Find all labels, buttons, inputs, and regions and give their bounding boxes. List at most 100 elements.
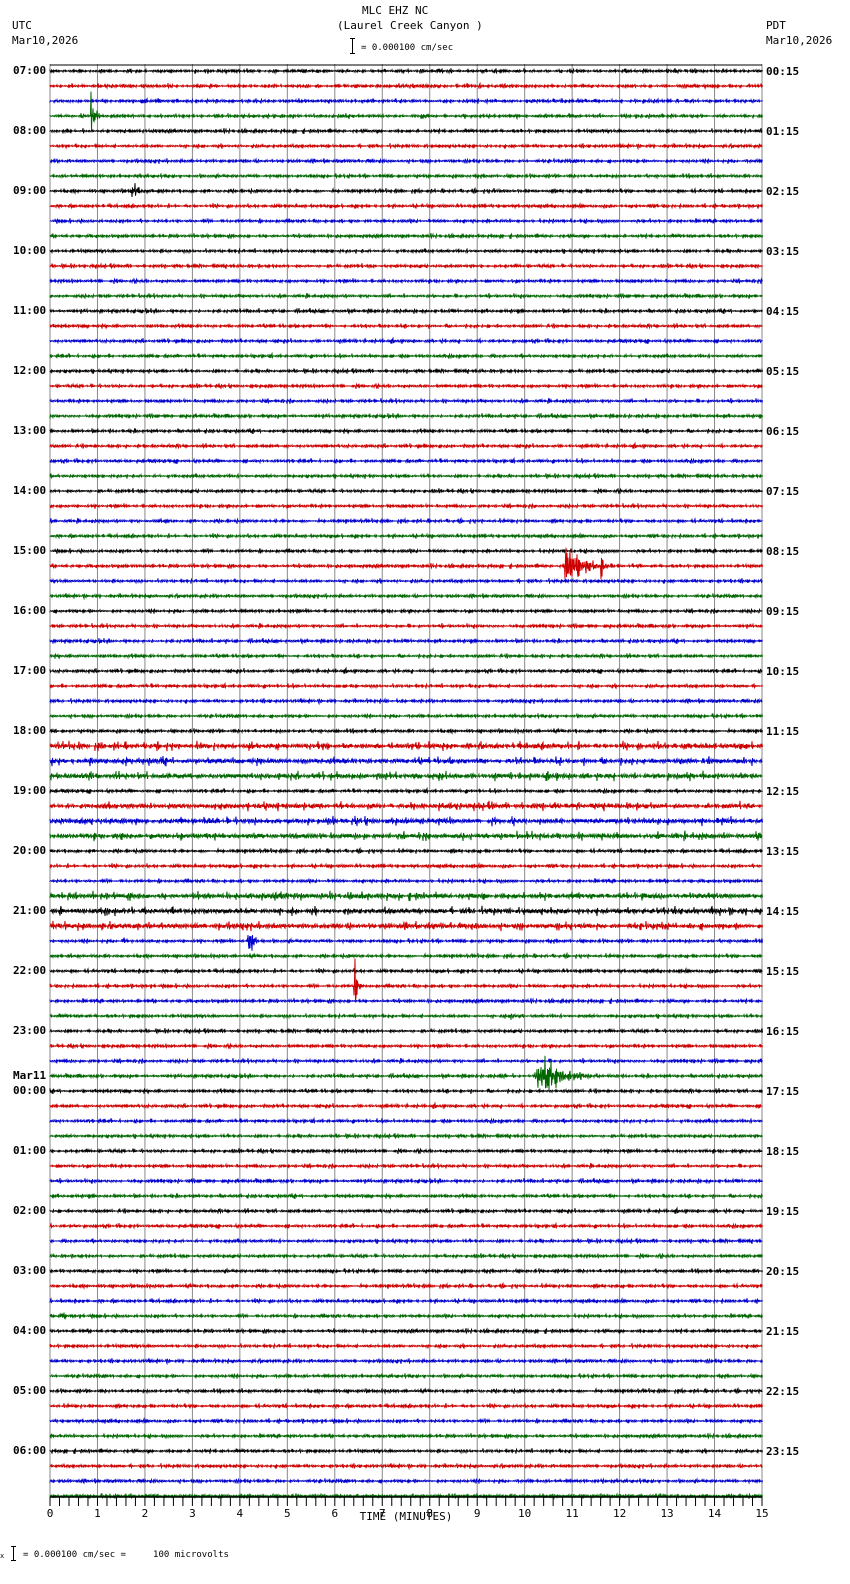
seismic-trace <box>49 997 763 1005</box>
utc-hour-label: 09:00 <box>13 184 47 197</box>
utc-hour-label: 19:00 <box>13 784 47 797</box>
seismic-trace <box>49 770 763 782</box>
seismic-trace <box>49 1087 763 1095</box>
utc-hour-label: 11:00 <box>13 304 47 317</box>
x-tick-label: 3 <box>189 1507 196 1520</box>
seismic-trace <box>49 786 763 795</box>
seismic-trace <box>49 846 763 855</box>
seismic-trace <box>49 336 763 345</box>
seismic-trace <box>49 292 763 300</box>
seismic-trace <box>49 1042 763 1050</box>
seismic-trace <box>49 1177 763 1185</box>
seismic-trace <box>49 472 763 480</box>
seismic-trace <box>49 592 763 601</box>
utc-hour-label: 00:00 <box>13 1084 47 1097</box>
pdt-hour-label: 06:15 <box>766 425 800 438</box>
left-date: Mar10,2026 <box>12 34 79 47</box>
seismic-trace <box>49 1116 763 1125</box>
seismic-trace <box>49 815 763 827</box>
pdt-hour-label: 05:15 <box>766 365 800 378</box>
seismic-trace <box>49 800 763 812</box>
x-tick-label: 15 <box>755 1507 768 1520</box>
seismic-trace <box>49 91 763 131</box>
seismic-trace <box>49 1402 763 1410</box>
x-tick-label: 13 <box>660 1507 673 1520</box>
x-tick-label: 9 <box>474 1507 481 1520</box>
footer-prefix: x <box>0 1552 5 1560</box>
seismic-trace <box>49 262 763 270</box>
seismic-trace <box>49 277 763 285</box>
seismic-trace <box>49 397 763 405</box>
seismic-trace <box>49 1132 763 1140</box>
pdt-hour-label: 00:15 <box>766 65 800 78</box>
pdt-hour-label: 11:15 <box>766 725 800 738</box>
scale-bar-icon <box>350 38 355 54</box>
seismic-trace <box>49 67 763 75</box>
seismic-trace <box>49 712 763 720</box>
seismic-trace <box>49 1162 763 1170</box>
seismic-trace <box>49 142 763 151</box>
utc-hour-label: 07:00 <box>13 64 47 77</box>
pdt-hour-label: 10:15 <box>766 665 800 678</box>
utc-hour-label: 15:00 <box>13 544 47 557</box>
seismic-trace <box>49 1027 763 1035</box>
utc-hour-label: 08:00 <box>13 124 47 137</box>
utc-hour-label: 18:00 <box>13 724 47 737</box>
seismic-trace <box>49 1312 763 1320</box>
seismic-trace <box>49 934 763 951</box>
seismic-trace <box>49 958 763 1003</box>
seismic-trace <box>50 157 763 165</box>
right-timezone: PDT <box>766 19 786 32</box>
seismic-trace <box>49 727 763 735</box>
seismic-trace <box>49 681 763 690</box>
pdt-hour-label: 19:15 <box>766 1205 800 1218</box>
seismic-trace <box>49 1221 763 1230</box>
pdt-hour-label: 07:15 <box>766 485 800 498</box>
seismic-trace <box>49 637 763 645</box>
utc-hour-label: 17:00 <box>13 664 47 677</box>
seismic-trace <box>49 1267 763 1275</box>
utc-date-label: Mar11 <box>13 1069 47 1082</box>
seismic-trace <box>49 247 763 255</box>
seismic-trace <box>49 1386 763 1395</box>
seismic-trace <box>49 861 763 870</box>
pdt-hour-label: 16:15 <box>766 1025 800 1038</box>
seismic-trace <box>49 456 763 465</box>
seismic-trace <box>49 1372 763 1380</box>
seismic-trace <box>49 1296 763 1305</box>
seismic-trace <box>49 201 763 210</box>
utc-hour-label: 14:00 <box>13 484 47 497</box>
seismic-trace <box>49 1447 763 1455</box>
utc-hour-label: 02:00 <box>13 1204 47 1217</box>
pdt-hour-label: 21:15 <box>766 1325 800 1338</box>
seismic-trace <box>50 217 763 225</box>
utc-hour-label: 06:00 <box>13 1444 47 1457</box>
seismic-trace <box>49 232 763 240</box>
seismic-trace <box>49 1342 763 1350</box>
footer-scale-bar-icon <box>11 1546 16 1561</box>
seismic-trace <box>49 652 763 660</box>
pdt-hour-label: 04:15 <box>766 305 800 318</box>
utc-hour-label: 05:00 <box>13 1384 47 1397</box>
seismic-trace <box>49 755 763 767</box>
x-tick-label: 2 <box>142 1507 149 1520</box>
utc-hour-label: 13:00 <box>13 424 47 437</box>
scale-text: = 0.000100 cm/sec <box>361 43 454 53</box>
seismic-trace <box>49 427 763 435</box>
seismic-trace <box>49 172 763 180</box>
utc-hour-label: 01:00 <box>13 1144 47 1157</box>
seismic-trace <box>49 1057 763 1065</box>
seismic-trace <box>49 890 763 902</box>
pdt-hour-label: 02:15 <box>766 185 800 198</box>
seismic-trace <box>49 412 763 420</box>
utc-hour-label: 22:00 <box>13 964 47 977</box>
x-axis-label: TIME (MINUTES) <box>360 1510 453 1523</box>
utc-hour-label: 23:00 <box>13 1024 47 1037</box>
seismic-trace <box>49 1462 763 1471</box>
seismic-trace <box>49 441 763 450</box>
x-tick-label: 7 <box>379 1507 386 1520</box>
seismic-trace <box>50 547 763 555</box>
utc-hour-label: 03:00 <box>13 1264 47 1277</box>
left-timezone: UTC <box>12 19 32 32</box>
